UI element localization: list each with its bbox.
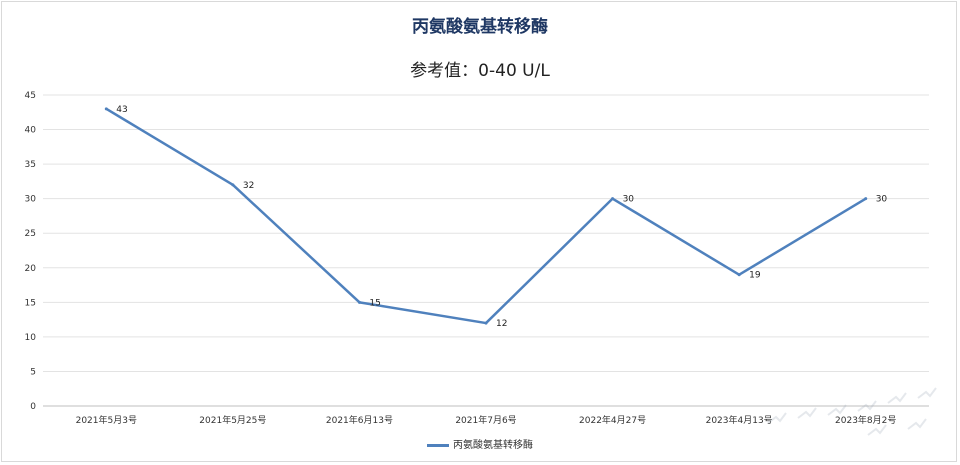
- y-tick-label: 10: [25, 333, 37, 343]
- legend: 丙氨酸氨基转移酶: [0, 436, 960, 451]
- data-label: 43: [116, 105, 127, 115]
- data-point: [231, 183, 235, 187]
- y-tick-label: 35: [25, 160, 36, 170]
- x-tick-label: 2021年6月13号: [326, 414, 393, 426]
- x-tick-label: 2023年8月2号: [835, 414, 896, 426]
- series-line: [105, 107, 867, 325]
- data-point: [611, 197, 615, 201]
- y-tick-label: 25: [25, 229, 36, 239]
- y-tick-label: 40: [25, 126, 37, 136]
- y-tick-label: 15: [25, 298, 36, 308]
- chart-title: 丙氨酸氨基转移酶: [412, 17, 548, 37]
- data-point: [864, 197, 868, 201]
- y-tick-label: 5: [30, 367, 36, 377]
- y-tick-label: 0: [30, 402, 36, 412]
- legend-line-swatch: [427, 443, 449, 447]
- data-label: 15: [369, 298, 380, 308]
- data-label: 19: [749, 271, 761, 281]
- y-tick-label: 20: [25, 264, 37, 274]
- watermark-birds: [767, 387, 937, 436]
- y-tick-label: 30: [25, 195, 37, 205]
- chart-subtitle: 参考值：0-40 U/L: [410, 61, 550, 81]
- data-point: [484, 321, 488, 325]
- x-tick-label: 2022年4月27号: [579, 414, 646, 426]
- data-point: [357, 300, 361, 304]
- x-tick-label: 2023年4月13号: [706, 414, 773, 426]
- data-label: 30: [623, 195, 635, 205]
- y-tick-label: 45: [25, 91, 36, 101]
- legend-label: 丙氨酸氨基转移酶: [453, 440, 533, 451]
- x-tick-label: 2021年5月25号: [199, 414, 266, 426]
- data-point: [104, 107, 108, 111]
- data-label: 30: [876, 195, 888, 205]
- x-tick-label: 2021年5月3号: [76, 414, 137, 426]
- x-tick-label: 2021年7月6号: [455, 414, 516, 426]
- data-point: [737, 273, 741, 277]
- data-label: 32: [243, 181, 254, 191]
- data-label: 12: [496, 319, 507, 329]
